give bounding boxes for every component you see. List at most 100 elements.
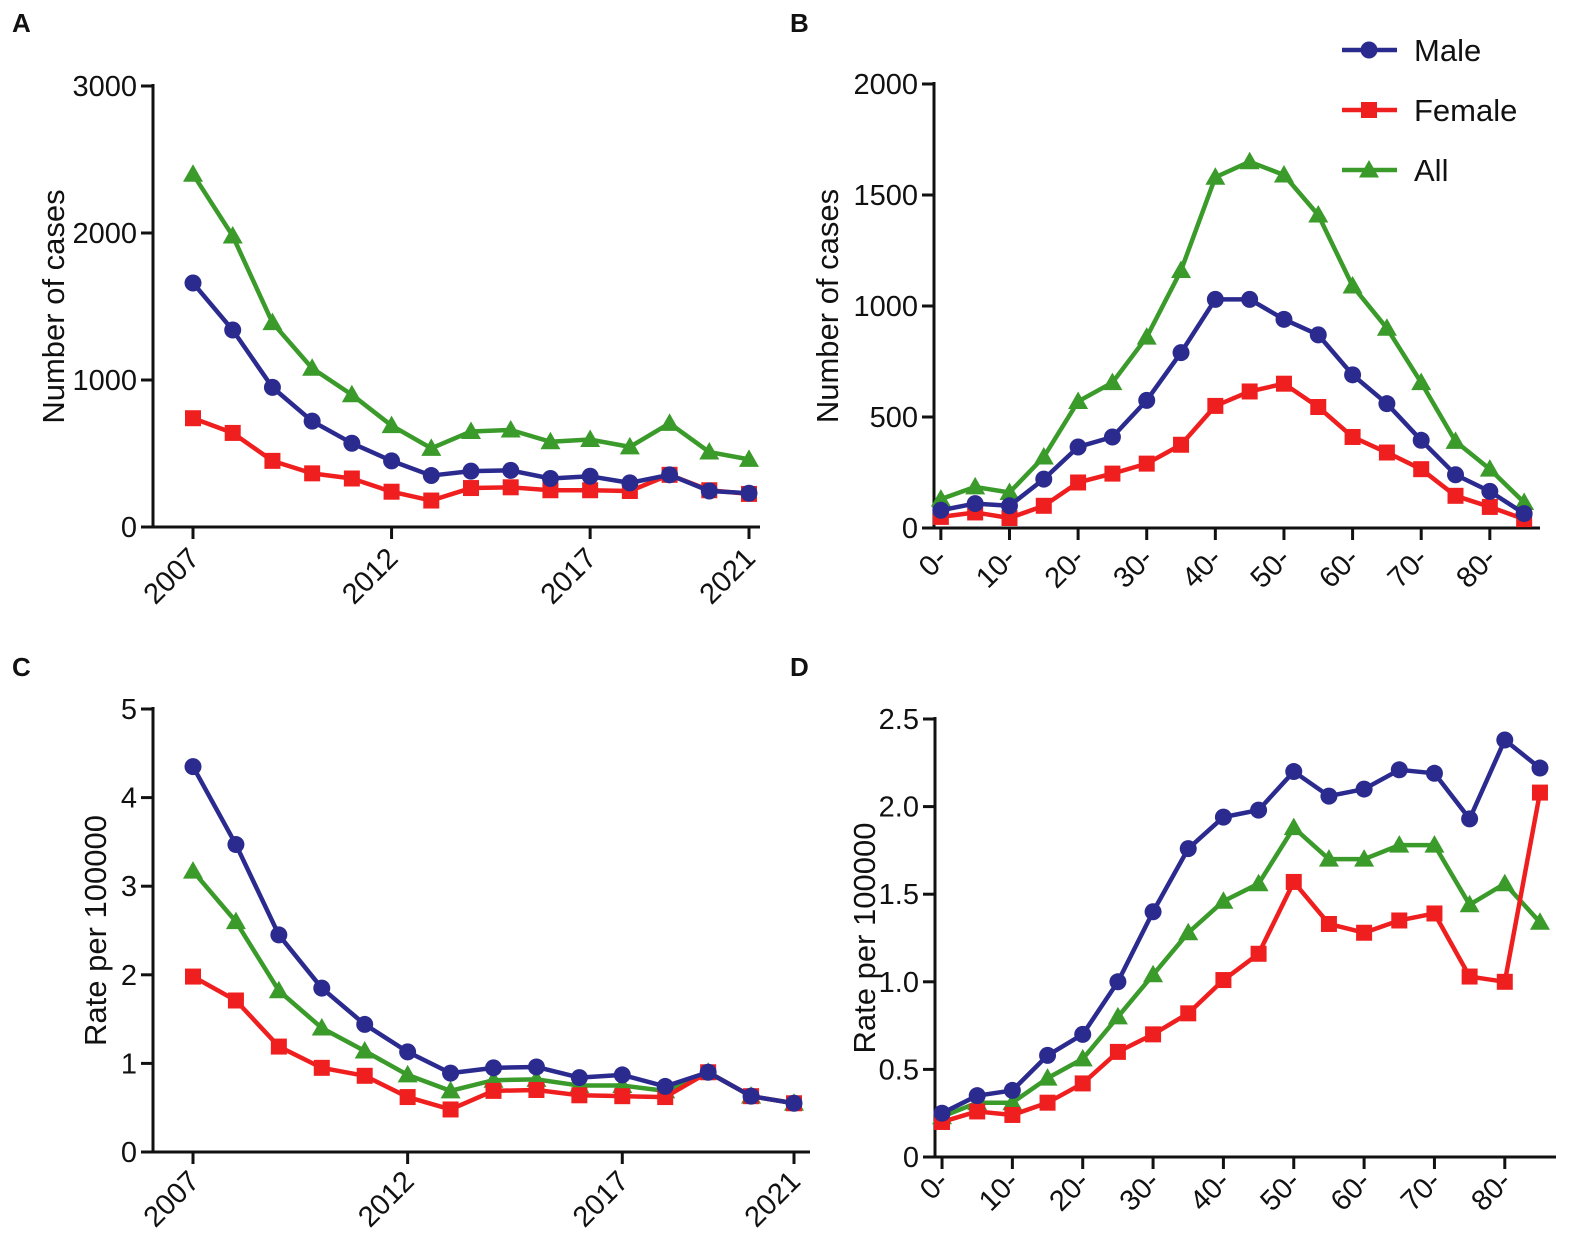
point-all [965,476,986,495]
point-male [502,461,520,479]
point-male [462,462,480,480]
series-male [932,290,1533,523]
point-all [1494,873,1515,892]
point-all [1445,431,1466,449]
y-tick-label: 500 [870,402,918,434]
point-female [1035,497,1052,514]
point-male [570,1069,588,1087]
legend-item-male: Male [1342,33,1481,68]
point-female [224,424,241,441]
point-all [1342,276,1363,294]
y-tick-label: 2.0 [879,792,919,824]
legend-label-male: Male [1414,33,1481,68]
y-tick-label: 5 [121,694,137,726]
point-all [1068,391,1089,409]
series-line-male [941,737,1542,1116]
x-tick-label: 50- [1245,542,1297,594]
point-male [527,1058,545,1076]
point-female [1285,873,1302,890]
point-all [1479,459,1500,477]
x-tick-label: 10- [970,542,1022,594]
point-all [1389,835,1410,853]
point-male [1074,1025,1092,1043]
point-male [184,758,202,776]
point-all [1376,318,1397,336]
point-female [1241,383,1258,400]
point-female [1070,474,1087,491]
point-female [356,1067,373,1084]
point-female [1215,972,1232,989]
point-female [1481,498,1498,515]
point-male [1138,391,1156,409]
y-tick-label: 3 [121,871,137,903]
point-all [262,312,283,331]
point-male [270,926,288,944]
x-tick-label: 0- [913,542,954,583]
x-tick-label: 30- [1107,542,1159,594]
point-male [1003,1081,1021,1099]
point-female [264,452,281,469]
point-all [1033,446,1054,465]
point-all [1107,1006,1128,1025]
point-all [1411,372,1432,391]
point-male [1531,759,1549,777]
legend-item-female: Female [1342,93,1517,128]
point-all [302,358,323,376]
y-tick-label: 2 [121,960,137,992]
x-tick-label: 2017 [567,1165,635,1233]
y-tick-label: 0.5 [879,1054,919,1086]
y-tick-label: 1.0 [879,967,919,999]
x-tick-label: 30- [1114,1165,1166,1217]
point-female [1320,915,1337,932]
point-male [581,467,599,485]
point-female [1207,397,1224,414]
point-female [1109,1043,1126,1060]
point-male [1069,438,1087,456]
point-all [222,225,243,244]
point-male [785,1094,803,1112]
series-male [184,274,758,502]
legend: Male Female All [1342,33,1517,188]
x-tick-label: 80- [1465,1165,1517,1217]
point-female [614,1088,631,1105]
point-all [1529,912,1550,930]
point-male [661,466,679,484]
point-all [421,438,442,456]
point-male [1275,310,1293,328]
point-male [740,484,758,502]
y-tick-label: 0 [902,513,918,545]
x-tick-label: 40- [1184,1165,1236,1217]
point-all [461,421,481,439]
point-male [1378,395,1396,413]
point-male [1103,428,1121,446]
point-female [1447,487,1464,504]
point-male [1412,431,1430,449]
point-male [966,495,984,513]
point-all [999,482,1020,500]
point-female [399,1089,416,1106]
point-female [383,483,400,500]
point-all [1072,1048,1093,1067]
point-female [1391,912,1408,929]
point-all [1037,1068,1058,1086]
point-all [183,861,203,879]
point-female [423,492,440,509]
point-male [422,467,440,485]
point-male [356,1015,374,1033]
point-female [1180,1005,1197,1022]
point-female [1145,1026,1162,1043]
point-male [700,482,718,500]
y-tick-label: 1500 [853,180,918,212]
legend-label-all: All [1414,153,1448,188]
x-tick-label: 50- [1254,1165,1306,1217]
point-female [485,1082,502,1099]
series-line-all [191,172,750,462]
point-male [699,1063,717,1081]
y-tick-label: 3000 [72,71,137,103]
point-female [1250,945,1267,962]
y-tick-label: 1000 [853,291,918,323]
legend-label-female: Female [1414,93,1517,128]
point-male [1250,801,1268,819]
point-male [1285,763,1303,781]
point-all [397,1064,418,1083]
